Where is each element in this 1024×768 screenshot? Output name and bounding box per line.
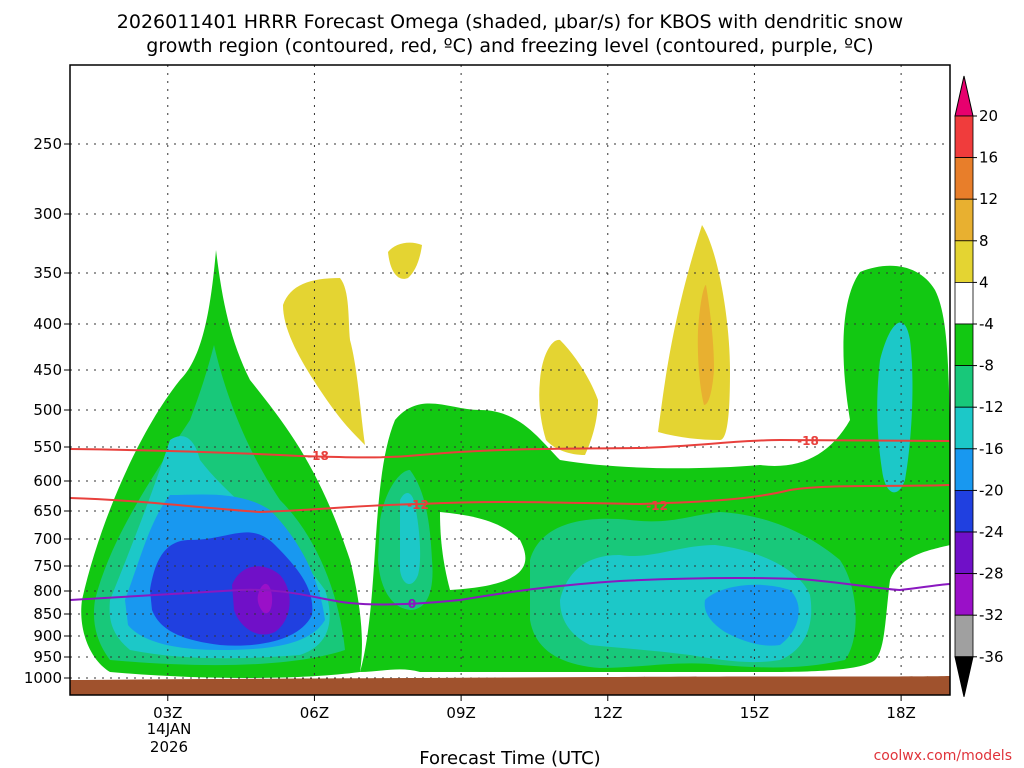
grid-lines — [70, 65, 950, 695]
colorbar-tick-label--20: -20 — [979, 481, 1004, 499]
colorbar-tick-label--36: -36 — [979, 648, 1004, 666]
x-tick-label-09Z: 09Z — [446, 704, 475, 722]
colorbar-tick-label--28: -28 — [979, 565, 1004, 583]
y-tick-label-700: 700 — [33, 530, 62, 548]
y-tick-label-900: 900 — [33, 627, 62, 645]
colorbar: 20 16 12 8 4 -4 -8 -12 -16 -20 -24 -28 -32 -36 — [954, 75, 1004, 697]
y-tick-label-450: 450 — [33, 361, 62, 379]
colorbar-segment-11 — [954, 531, 974, 574]
omega-yellow-11z — [539, 339, 598, 455]
y-tick-label-800: 800 — [33, 582, 62, 600]
plot-area: -18 -18 -12 -12 0 — [69, 64, 951, 696]
y-tick-label-300: 300 — [33, 205, 62, 223]
x-axis-ticks: 03Z 06Z 09Z 12Z 15Z 18Z — [153, 695, 916, 722]
colorbar-tick-label-16: 16 — [979, 149, 998, 167]
colorbar-top-arrow — [954, 75, 974, 117]
colorbar-segment-10 — [954, 489, 974, 533]
omega-yellow-8z — [388, 242, 422, 279]
omega-cyan-topright — [877, 322, 913, 493]
colorbar-segment-8 — [954, 406, 974, 450]
contour-label--12-0: -12 — [407, 498, 429, 512]
colorbar-segment-5 — [954, 281, 974, 325]
omega-cyan-9z — [400, 493, 421, 585]
y-tick-label-400: 400 — [33, 315, 62, 333]
x-tick-date-year: 2026 — [150, 738, 188, 756]
contour-label-0-0: 0 — [408, 597, 416, 611]
y-tick-label-250: 250 — [33, 135, 62, 153]
x-tick-label-03Z: 03Z — [153, 704, 182, 722]
contour-label--12-1: -12 — [646, 499, 668, 513]
colorbar-segment-13 — [954, 614, 974, 658]
y-tick-label-950: 950 — [33, 648, 62, 666]
colorbar-tick-label--32: -32 — [979, 606, 1004, 624]
y-tick-label-550: 550 — [33, 438, 62, 456]
colorbar-segment-7 — [954, 365, 974, 408]
y-tick-label-600: 600 — [33, 472, 62, 490]
x-axis-label: Forecast Time (UTC) — [419, 748, 600, 768]
colorbar-segment-2 — [954, 157, 974, 200]
colorbar-tick-label--24: -24 — [979, 523, 1004, 541]
contour-line--12 — [69, 484, 951, 514]
y-tick-label-750: 750 — [33, 557, 62, 575]
contour-line-0 — [69, 576, 951, 606]
colorbar-tick-label--12: -12 — [979, 398, 1004, 416]
colorbar-segment-12 — [954, 573, 974, 616]
colorbar-tick-label-20: 20 — [979, 107, 998, 125]
x-tick-label-15Z: 15Z — [740, 704, 769, 722]
y-tick-label-1000: 1000 — [24, 669, 62, 687]
colorbar-segment-1 — [954, 115, 974, 158]
colorbar-tick-label--4: -4 — [979, 315, 994, 333]
omega-lblue-right — [704, 584, 799, 646]
omega-orange-14z — [697, 285, 714, 405]
ground-surface — [70, 676, 950, 695]
credit-text: coolwx.com/models — [874, 748, 1012, 764]
x-tick-label-18Z: 18Z — [886, 704, 915, 722]
omega-yellow-6z — [283, 278, 365, 445]
y-tick-label-500: 500 — [33, 401, 62, 419]
contour-lines: -18 -18 -12 -12 0 — [69, 434, 951, 611]
colorbar-tick-label-8: 8 — [979, 232, 989, 250]
colorbar-bottom-arrow — [954, 656, 974, 697]
contour-label--18-0: -18 — [307, 449, 329, 463]
colorbar-tick-label--8: -8 — [979, 357, 994, 375]
contour-line--18 — [69, 438, 951, 459]
plot-frame — [69, 64, 951, 696]
x-tick-label-12Z: 12Z — [593, 704, 622, 722]
colorbar-tick-label-12: 12 — [979, 190, 998, 208]
x-tick-label-06Z: 06Z — [300, 704, 329, 722]
colorbar-segment-3 — [954, 198, 974, 242]
colorbar-segment-4 — [954, 240, 974, 283]
colorbar-segment-6 — [954, 323, 974, 366]
y-tick-label-850: 850 — [33, 605, 62, 623]
y-axis-ticks: 250 300 350 400 450 500 550 600 650 700 750 800 850 9… — [24, 135, 70, 687]
y-tick-label-650: 650 — [33, 502, 62, 520]
colorbar-segment-9 — [954, 448, 974, 491]
y-tick-label-350: 350 — [33, 264, 62, 282]
colorbar-tick-label--16: -16 — [979, 440, 1004, 458]
chart-title-line-1: 2026011401 HRRR Forecast Omega (shaded, … — [117, 11, 903, 33]
colorbar-tick-label-4: 4 — [979, 273, 989, 291]
x-tick-date-day: 14JAN — [147, 720, 192, 738]
contour-label--18-1: -18 — [797, 434, 819, 448]
chart-title-line-2: growth region (contoured, red, ºC) and f… — [146, 35, 873, 57]
